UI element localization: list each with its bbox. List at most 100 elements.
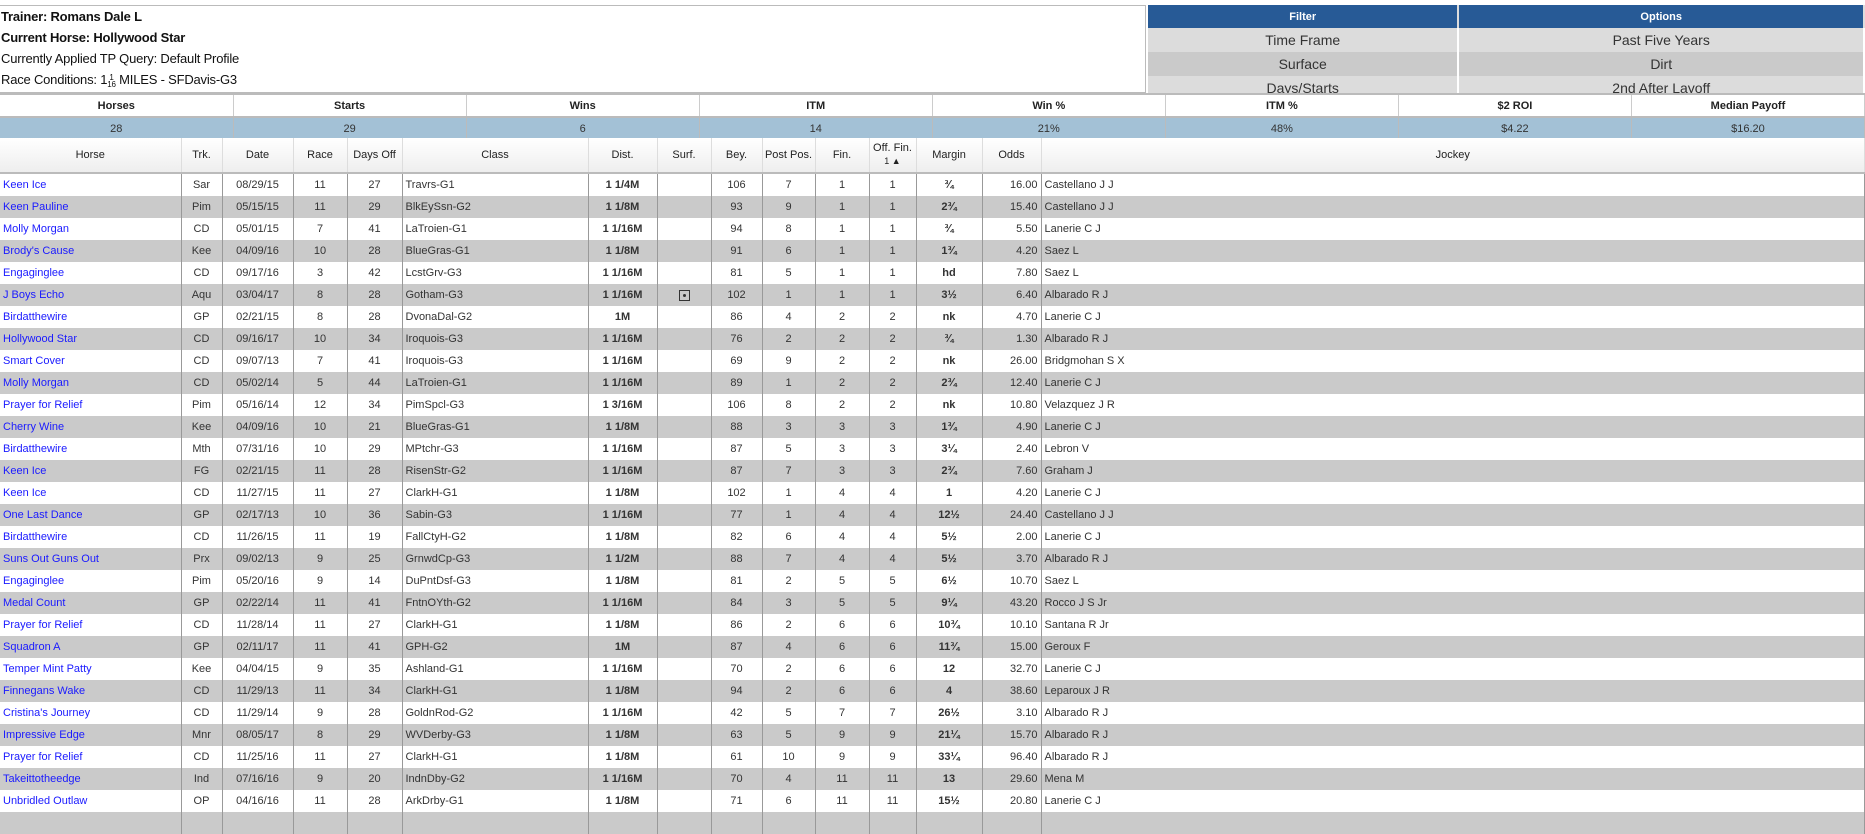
horse-link-cell[interactable]: Impressive Edge: [0, 724, 182, 746]
column-header-race[interactable]: Race: [293, 138, 348, 174]
horse-link-cell[interactable]: Cristina's Journey: [0, 702, 182, 724]
horse-link-cell[interactable]: Prayer for Relief: [0, 614, 182, 636]
horse-link-cell[interactable]: Birdatthewire: [0, 526, 182, 548]
margin-cell: ¾: [916, 173, 983, 196]
horse-link-cell[interactable]: Engaginglee: [0, 262, 182, 284]
race-number-cell: 9: [293, 768, 348, 790]
horse-link-cell[interactable]: Engaginglee: [0, 570, 182, 592]
column-header-trk[interactable]: Trk.: [181, 138, 223, 174]
table-row[interactable]: Keen Pauline Pim 05/15/15 11 29 BlkEySsn-G2 1 …: [0, 196, 1865, 218]
table-row[interactable]: Hollywood Star CD 09/16/17 10 34 Iroquois-G3 1…: [0, 328, 1865, 350]
finish-cell: 11: [815, 768, 870, 790]
filter-row-surface[interactable]: Surface Dirt: [1148, 52, 1865, 76]
table-row[interactable]: J Boys Echo Aqu 03/04/17 8 28 Gotham-G3 1 1/16…: [0, 284, 1865, 306]
table-row[interactable]: Keen Ice FG 02/21/15 11 28 RisenStr-G2 1 1/16M…: [0, 460, 1865, 482]
horse-link-cell[interactable]: Hollywood Star: [0, 328, 182, 350]
table-row[interactable]: Engaginglee Pim 05/20/16 9 14 DuPntDsf-G3 1 1/…: [0, 570, 1865, 592]
table-row[interactable]: Brody's Cause Kee 04/09/16 10 28 BlueGras-G1 1…: [0, 240, 1865, 262]
race-number-cell: 11: [293, 636, 348, 658]
sort-ascending-icon[interactable]: 1 ▲: [884, 156, 901, 166]
table-row[interactable]: One Last Dance GP 02/17/13 10 36 Sabin-G3 1 1/…: [0, 504, 1865, 526]
race-number-cell: 10: [293, 438, 348, 460]
horse-link-cell[interactable]: Keen Ice: [0, 460, 182, 482]
column-header-jockey[interactable]: Jockey: [1041, 138, 1865, 174]
table-row[interactable]: Prayer for Relief CD 11/25/16 11 27 ClarkH-G1…: [0, 746, 1865, 768]
table-row[interactable]: Cherry Wine Kee 04/09/16 10 21 BlueGras-G1 1 1…: [0, 416, 1865, 438]
horse-link-cell[interactable]: Birdatthewire: [0, 306, 182, 328]
table-row[interactable]: Keen Ice Sar 08/29/15 11 27 Travrs-G1 1 1/4M 10…: [0, 173, 1865, 196]
horse-link-cell[interactable]: Finnegans Wake: [0, 680, 182, 702]
distance-cell: 1 1/8M: [588, 240, 658, 262]
table-row[interactable]: Birdatthewire Mth 07/31/16 10 29 MPtchr-G3 1 1…: [0, 438, 1865, 460]
column-header-dist[interactable]: Dist.: [588, 138, 658, 174]
horse-link-cell[interactable]: Cherry Wine: [0, 416, 182, 438]
table-row[interactable]: Birdatthewire CD 11/26/15 11 19 FallCtyH-G2 1 …: [0, 526, 1865, 548]
jockey-cell: Leparoux J R: [1041, 680, 1865, 702]
margin-cell: 12½: [916, 504, 983, 526]
column-header-bey[interactable]: Bey.: [711, 138, 763, 174]
table-row[interactable]: Prayer for Relief CD 11/28/14 11 27 ClarkH-G1…: [0, 614, 1865, 636]
horse-link-cell[interactable]: Brody's Cause: [0, 240, 182, 262]
filter-option[interactable]: Past Five Years: [1458, 28, 1865, 52]
table-row[interactable]: Keen Ice CD 11/27/15 11 27 ClarkH-G1 1 1/8M 102…: [0, 482, 1865, 504]
table-row[interactable]: Temper Mint Patty Kee 04/04/15 9 35 Ashland-G…: [0, 658, 1865, 680]
surface-cell: [657, 592, 712, 614]
horse-link-cell[interactable]: Keen Pauline: [0, 196, 182, 218]
date-cell: 09/17/16: [222, 262, 294, 284]
horse-link-cell[interactable]: Temper Mint Patty: [0, 658, 182, 680]
horse-link-cell[interactable]: Molly Morgan: [0, 372, 182, 394]
horse-link-cell[interactable]: J Boys Echo: [0, 284, 182, 306]
table-row[interactable]: Birdatthewire GP 02/21/15 8 28 DvonaDal-G2 1M 8…: [0, 306, 1865, 328]
track-cell: CD: [181, 614, 223, 636]
odds-cell: 15.00: [982, 636, 1042, 658]
horse-link-cell[interactable]: Birdatthewire: [0, 438, 182, 460]
table-row[interactable]: Cristina's Journey CD 11/29/14 9 28 GoldnRod-…: [0, 702, 1865, 724]
race-number-cell: 11: [293, 460, 348, 482]
filter-option[interactable]: Dirt: [1458, 52, 1865, 76]
table-row[interactable]: Unbridled Outlaw OP 04/16/16 11 28 ArkDrby-G1…: [0, 790, 1865, 812]
post-position-cell: 1: [762, 482, 816, 504]
horse-link-cell[interactable]: Medal Count: [0, 592, 182, 614]
table-row[interactable]: Engaginglee CD 09/17/16 3 42 LcstGrv-G3 1 1/16…: [0, 262, 1865, 284]
table-row[interactable]: Molly Morgan CD 05/02/14 5 44 LaTroien-G1 1 1/…: [0, 372, 1865, 394]
column-header-surf[interactable]: Surf.: [657, 138, 712, 174]
table-row[interactable]: Medal Count GP 02/22/14 11 41 FntnOYth-G2 1 1/…: [0, 592, 1865, 614]
horse-link-cell[interactable]: One Last Dance: [0, 504, 182, 526]
days-off-cell: 28: [347, 240, 403, 262]
table-row[interactable]: Finnegans Wake CD 11/29/13 11 34 ClarkH-G1 1 1…: [0, 680, 1865, 702]
horse-link-cell[interactable]: Takeittotheedge: [0, 768, 182, 790]
horse-link-cell[interactable]: Molly Morgan: [0, 218, 182, 240]
column-header-odds[interactable]: Odds: [982, 138, 1042, 174]
table-row[interactable]: Smart Cover CD 09/07/13 7 41 Iroquois-G3 1 1/1…: [0, 350, 1865, 372]
horse-link-cell[interactable]: Squadron A: [0, 636, 182, 658]
table-row[interactable]: Molly Morgan CD 05/01/15 7 41 LaTroien-G1 1 1/…: [0, 218, 1865, 240]
filter-row-time-frame[interactable]: Time Frame Past Five Years: [1148, 28, 1865, 52]
column-header-margin[interactable]: Margin: [916, 138, 983, 174]
horse-link-cell[interactable]: Suns Out Guns Out: [0, 548, 182, 570]
column-header-off-fin[interactable]: Off. Fin. 1 ▲: [869, 138, 917, 174]
horse-link-cell[interactable]: Keen Ice: [0, 173, 182, 196]
table-row[interactable]: Takeittotheedge Ind 07/16/16 9 20 IndnDby-G2 1…: [0, 768, 1865, 790]
table-row[interactable]: Impressive Edge Mnr 08/05/17 8 29 WVDerby-G3 1…: [0, 724, 1865, 746]
horse-link-cell[interactable]: Prayer for Relief: [0, 394, 182, 416]
table-row[interactable]: Suns Out Guns Out Prx 09/02/13 9 25 GrnwdCp-G…: [0, 548, 1865, 570]
column-header-post-pos[interactable]: Post Pos.: [762, 138, 816, 174]
column-header-days-off[interactable]: Days Off: [347, 138, 403, 174]
horse-link-cell[interactable]: Prayer for Relief: [0, 746, 182, 768]
horse-link-cell[interactable]: Keen Ice: [0, 482, 182, 504]
post-position-cell: 2: [762, 680, 816, 702]
finish-cell: 4: [815, 526, 870, 548]
horse-link-cell[interactable]: Smart Cover: [0, 350, 182, 372]
beyer-cell: 81: [711, 262, 763, 284]
distance-cell: 1 1/4M: [588, 173, 658, 196]
column-header-horse[interactable]: Horse: [0, 138, 182, 174]
column-header-fin[interactable]: Fin.: [815, 138, 870, 174]
distance-cell: 1 1/8M: [588, 746, 658, 768]
horse-link-cell[interactable]: Unbridled Outlaw: [0, 790, 182, 812]
table-row[interactable]: Prayer for Relief Pim 05/16/14 12 34 PimSpcl-…: [0, 394, 1865, 416]
odds-cell: 10.10: [982, 614, 1042, 636]
column-header-class[interactable]: Class: [402, 138, 589, 174]
table-row[interactable]: Squadron A GP 02/11/17 11 41 GPH-G2 1M 87 4 6 6 11¾…: [0, 636, 1865, 658]
column-header-date[interactable]: Date: [222, 138, 294, 174]
post-position-cell: 4: [762, 636, 816, 658]
